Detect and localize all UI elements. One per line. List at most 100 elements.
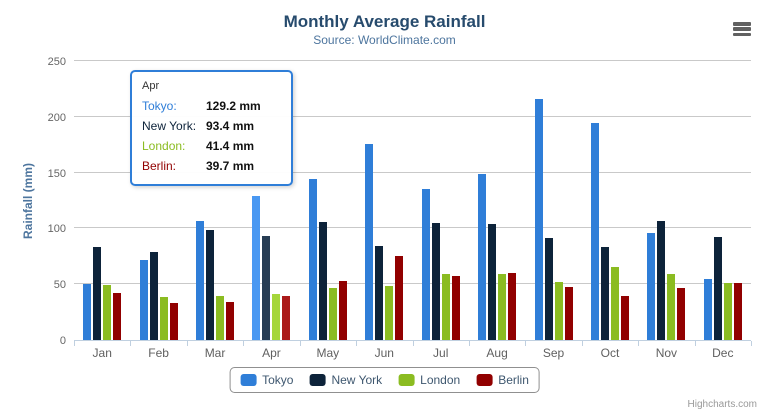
bar-tokyo-jun[interactable]: [365, 143, 374, 340]
bar-new-york-jun[interactable]: [375, 245, 384, 340]
x-axis-tick: [581, 341, 583, 346]
bar-new-york-dec[interactable]: [713, 237, 722, 340]
tooltip-header: Apr: [142, 80, 160, 92]
bar-london-apr[interactable]: [272, 293, 281, 340]
tooltip-row: Berlin: 39.7 mm: [142, 156, 281, 176]
legend-label: London: [420, 373, 461, 387]
y-axis-label: 250: [47, 56, 66, 68]
bar-berlin-apr[interactable]: [282, 295, 291, 340]
x-axis-label: Dec: [712, 346, 734, 360]
bar-berlin-dec[interactable]: [733, 282, 742, 340]
gridline: [74, 227, 751, 229]
tooltip-row: London: 41.4 mm: [142, 136, 281, 156]
bar-london-oct[interactable]: [610, 267, 619, 340]
tooltip-series-label: Tokyo:: [142, 99, 177, 113]
bar-london-feb[interactable]: [159, 296, 168, 340]
tooltip-series-value: 129.2 mm: [206, 99, 261, 113]
bar-berlin-jul[interactable]: [451, 275, 460, 340]
bar-group-jul: [413, 62, 469, 340]
bar-new-york-may[interactable]: [318, 221, 327, 340]
bar-london-jan[interactable]: [103, 285, 112, 340]
bar-new-york-apr[interactable]: [262, 235, 271, 340]
bar-tokyo-sep[interactable]: [534, 98, 543, 340]
bar-berlin-jan[interactable]: [113, 292, 122, 340]
highcharts-credits-link[interactable]: Highcharts.com: [687, 399, 757, 410]
x-axis-tick: [525, 341, 527, 346]
chart-title: Monthly Average Rainfall: [283, 12, 486, 31]
menu-bar-icon: [733, 32, 751, 36]
bar-group-sep: [525, 62, 581, 340]
bar-new-york-jan[interactable]: [93, 246, 102, 340]
bar-new-york-oct[interactable]: [600, 246, 609, 340]
bar-tokyo-may[interactable]: [308, 179, 317, 340]
bar-group-aug: [469, 62, 525, 340]
bar-london-nov[interactable]: [667, 273, 676, 340]
x-axis-label: Mar: [204, 346, 226, 360]
tooltip-series-label: London:: [142, 139, 186, 153]
bar-new-york-sep[interactable]: [544, 238, 553, 340]
bar-tokyo-apr[interactable]: [252, 195, 261, 340]
bar-group-feb: [130, 62, 186, 340]
legend-label: Berlin: [498, 373, 529, 387]
bar-berlin-sep[interactable]: [564, 286, 573, 340]
bar-new-york-mar[interactable]: [206, 230, 215, 340]
bar-london-jun[interactable]: [385, 286, 394, 340]
bar-berlin-aug[interactable]: [508, 272, 517, 340]
bar-new-york-jul[interactable]: [431, 222, 440, 340]
bar-group-nov: [638, 62, 694, 340]
bar-tokyo-dec[interactable]: [703, 279, 712, 340]
bar-tokyo-nov[interactable]: [647, 233, 656, 340]
bar-berlin-oct[interactable]: [620, 296, 629, 340]
bar-new-york-aug[interactable]: [488, 223, 497, 340]
bar-berlin-may[interactable]: [338, 281, 347, 340]
bar-tokyo-aug[interactable]: [478, 174, 487, 340]
bar-new-york-nov[interactable]: [657, 221, 666, 340]
x-axis-label: Jan: [92, 346, 112, 360]
context-menu-icon[interactable]: [732, 21, 752, 37]
bar-berlin-mar[interactable]: [226, 301, 235, 340]
bar-new-york-feb[interactable]: [149, 252, 158, 340]
bar-tokyo-oct[interactable]: [590, 123, 599, 340]
bar-tokyo-jan[interactable]: [83, 284, 92, 340]
y-axis-label: 50: [53, 279, 66, 292]
menu-bar-icon: [733, 22, 751, 26]
y-axis-label: 100: [47, 223, 66, 236]
bar-london-mar[interactable]: [216, 296, 225, 340]
legend-item-tokyo[interactable]: Tokyo: [240, 373, 293, 387]
x-axis-label: Jul: [433, 346, 449, 360]
bar-london-sep[interactable]: [554, 281, 563, 340]
bar-london-aug[interactable]: [498, 273, 507, 340]
bar-group-may: [300, 62, 356, 340]
bar-london-jul[interactable]: [441, 274, 450, 340]
legend-symbol-icon: [476, 374, 493, 386]
gridline: [74, 171, 751, 173]
x-axis-label: May: [316, 346, 340, 360]
gridline: [74, 60, 751, 61]
bar-berlin-feb[interactable]: [169, 302, 178, 340]
bar-tokyo-jul[interactable]: [421, 188, 430, 340]
bar-group-oct: [582, 62, 638, 340]
x-axis-tick: [694, 341, 696, 346]
x-axis-tick: [356, 341, 358, 346]
bar-berlin-jun[interactable]: [395, 255, 404, 340]
bar-group-dec: [695, 62, 751, 340]
legend-item-london[interactable]: London: [398, 373, 460, 387]
chart-subtitle: Source: WorldClimate.com: [313, 33, 456, 47]
bar-london-dec[interactable]: [723, 282, 732, 340]
gridline: [74, 283, 751, 285]
bar-tokyo-feb[interactable]: [139, 260, 148, 340]
x-axis-tick: [186, 341, 188, 346]
tooltip-row: Tokyo: 129.2 mm: [142, 96, 281, 116]
bar-berlin-nov[interactable]: [677, 287, 686, 340]
bar-tokyo-mar[interactable]: [196, 221, 205, 340]
plot-area: [74, 60, 752, 346]
legend-item-new-york[interactable]: New York: [309, 373, 382, 387]
legend-item-berlin[interactable]: Berlin: [476, 373, 529, 387]
legend-symbol-icon: [240, 374, 257, 386]
x-axis-label: Nov: [655, 346, 678, 360]
tooltip-series-value: 39.7 mm: [206, 159, 255, 173]
bar-london-may[interactable]: [328, 287, 337, 340]
x-axis-label: Apr: [262, 346, 281, 360]
menu-bar-icon: [733, 27, 751, 31]
x-axis-tick: [243, 341, 245, 346]
